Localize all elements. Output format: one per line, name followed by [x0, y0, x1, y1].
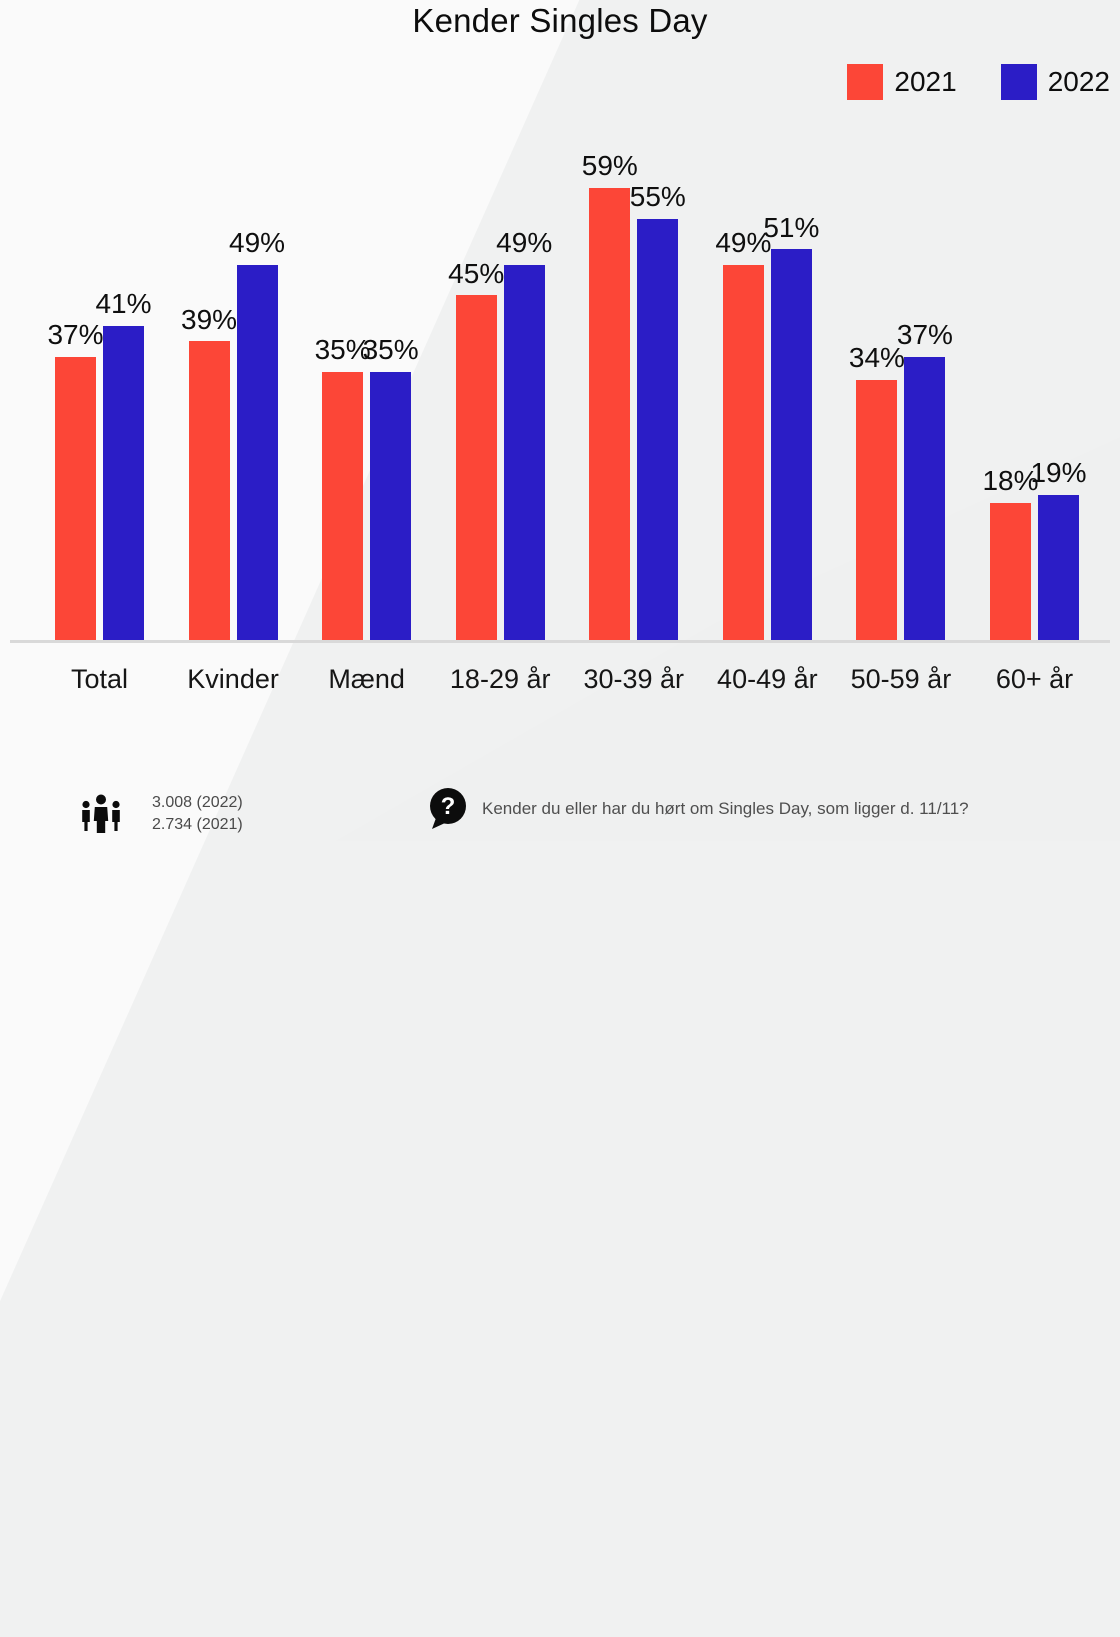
bar-2021-mænd [322, 372, 364, 641]
sample-size-2021: 2.734 (2021) [152, 816, 243, 833]
value-label-2022-50-59-år: 37% [896, 319, 953, 351]
value-label-2021-40-49-år: 49% [715, 226, 772, 258]
bar-2021-kvinder [188, 341, 230, 641]
sample-size-text: 3.008 (2022) 2.734 (2021) [152, 792, 243, 836]
bar-2021-50-59-år [856, 379, 898, 641]
bar-2022-30-39-år [637, 218, 679, 641]
people-icon [82, 794, 120, 833]
sample-size-2022: 3.008 (2022) [152, 794, 243, 811]
bar-2021-total [55, 356, 96, 641]
value-label-2022-kvinder: 49% [229, 226, 286, 258]
value-label-2021-60+-år: 18% [982, 464, 1039, 496]
question-bubble-icon: ? [430, 788, 466, 829]
legend-item-2021: 2021 [847, 64, 957, 100]
category-label-40-49-år: 40-49 år [717, 664, 818, 694]
value-label-2022-60+-år: 19% [1030, 457, 1087, 489]
chart-layer: Kender Singles Day 2021 2022 37% 41% Total… [10, 2, 1110, 837]
bar-2022-50-59-år [904, 356, 946, 641]
legend-label-2022: 2022 [1047, 66, 1110, 97]
x-axis-line [10, 640, 1110, 643]
category-label-mænd: Mænd [328, 664, 405, 694]
legend-label-2021: 2021 [894, 66, 957, 97]
chart-title: Kender Singles Day [412, 2, 708, 39]
value-label-2022-40-49-år: 51% [763, 211, 820, 243]
category-label-kvinder: Kvinder [187, 664, 279, 694]
category-label-60+-år: 60+ år [995, 664, 1074, 694]
bar-2021-18-29-år [455, 295, 497, 641]
category-label-total: Total [70, 664, 129, 694]
bar-2022-40-49-år [770, 249, 812, 641]
value-label-2021-kvinder: 39% [181, 303, 238, 335]
bar-2022-mænd [370, 372, 412, 641]
bar-2021-40-49-år [722, 264, 764, 641]
bar-2021-30-39-år [589, 187, 631, 641]
category-label-18-29-år: 18-29 år [449, 664, 551, 694]
value-label-2021-18-29-år: 45% [448, 257, 505, 289]
bar-2022-total [103, 326, 144, 641]
bar-2022-kvinder [236, 264, 278, 641]
legend: 2021 2022 [847, 64, 1110, 100]
value-label-2021-50-59-år: 34% [848, 342, 905, 374]
value-label-2022-mænd: 35% [362, 334, 419, 366]
value-label-2021-30-39-år: 59% [581, 150, 638, 182]
category-label-30-39-år: 30-39 år [583, 664, 685, 694]
bar-2021-60+-år [989, 502, 1031, 641]
legend-swatch-2022-icon [1000, 64, 1037, 100]
value-label-2022-18-29-år: 49% [496, 226, 553, 258]
survey-question-block: ? Kender du eller har du hørt om Singles… [428, 788, 969, 830]
survey-question-text: Kender du eller har du hørt om Singles D… [482, 799, 969, 818]
value-label-2021-total: 37% [47, 319, 104, 351]
legend-item-2022: 2022 [1000, 64, 1110, 100]
legend-swatch-2021-icon [847, 64, 884, 100]
sample-size-block: 3.008 (2022) 2.734 (2021) [78, 791, 243, 837]
svg-text:?: ? [441, 793, 456, 820]
value-label-2022-total: 41% [95, 288, 152, 320]
bar-2022-60+-år [1037, 495, 1079, 641]
value-label-2022-30-39-år: 55% [629, 180, 686, 212]
bar-2022-18-29-år [503, 264, 545, 641]
value-label-2021-mænd: 35% [314, 334, 371, 366]
category-label-50-59-år: 50-59 år [850, 664, 952, 694]
